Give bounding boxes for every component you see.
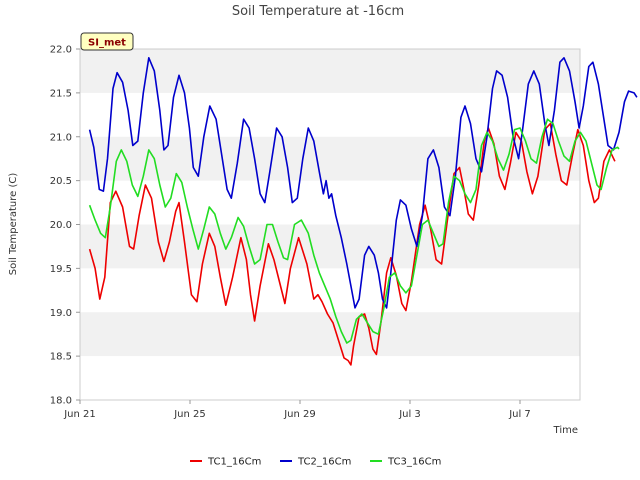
y-tick-label: 19.0 <box>50 308 72 319</box>
x-axis: Jun 21 Jun 25 Jun 29 Jul 3 Jul 7 <box>63 400 531 420</box>
legend: TC1_16Cm TC2_16Cm TC3_16Cm <box>190 457 441 468</box>
grid-band <box>80 312 580 357</box>
badge-box <box>80 32 134 51</box>
x-tick-label: Jun 29 <box>283 409 316 420</box>
series-line-tc3_16cm <box>88 118 620 344</box>
y-tick-label: 20.0 <box>50 220 72 231</box>
x-axis-label: Time <box>553 425 578 436</box>
chart-title: Soil Temperature at -16cm <box>232 4 404 19</box>
series-lines <box>88 57 638 366</box>
x-tick-label: Jul 7 <box>508 409 531 420</box>
x-tick-label: Jul 3 <box>398 409 421 420</box>
legend-label: TC1_16Cm <box>207 457 261 468</box>
y-tick-label: 19.5 <box>50 264 72 275</box>
badge: SI_met <box>80 32 134 51</box>
y-tick-label: 22.0 <box>50 45 72 56</box>
grid-band <box>80 224 580 269</box>
legend-label: TC2_16Cm <box>297 457 351 468</box>
x-tick-label: Jun 25 <box>173 409 206 420</box>
y-tick-label: 20.5 <box>50 176 72 187</box>
y-tick-label: 21.0 <box>50 132 72 143</box>
series-line-tc2_16cm <box>88 57 638 309</box>
badge-label: SI_met <box>88 38 126 49</box>
y-axis-label: Soil Temperature (C) <box>8 173 19 276</box>
plot-background <box>80 49 580 400</box>
x-tick-label: Jun 21 <box>63 409 96 420</box>
y-tick-label: 18.5 <box>50 352 72 363</box>
y-tick-label: 18.0 <box>50 396 72 407</box>
y-axis: 18.0 18.5 19.0 19.5 20.0 20.5 21.0 21.5 22.0 <box>50 45 80 407</box>
y-tick-label: 21.5 <box>50 88 72 99</box>
legend-label: TC3_16Cm <box>387 457 441 468</box>
